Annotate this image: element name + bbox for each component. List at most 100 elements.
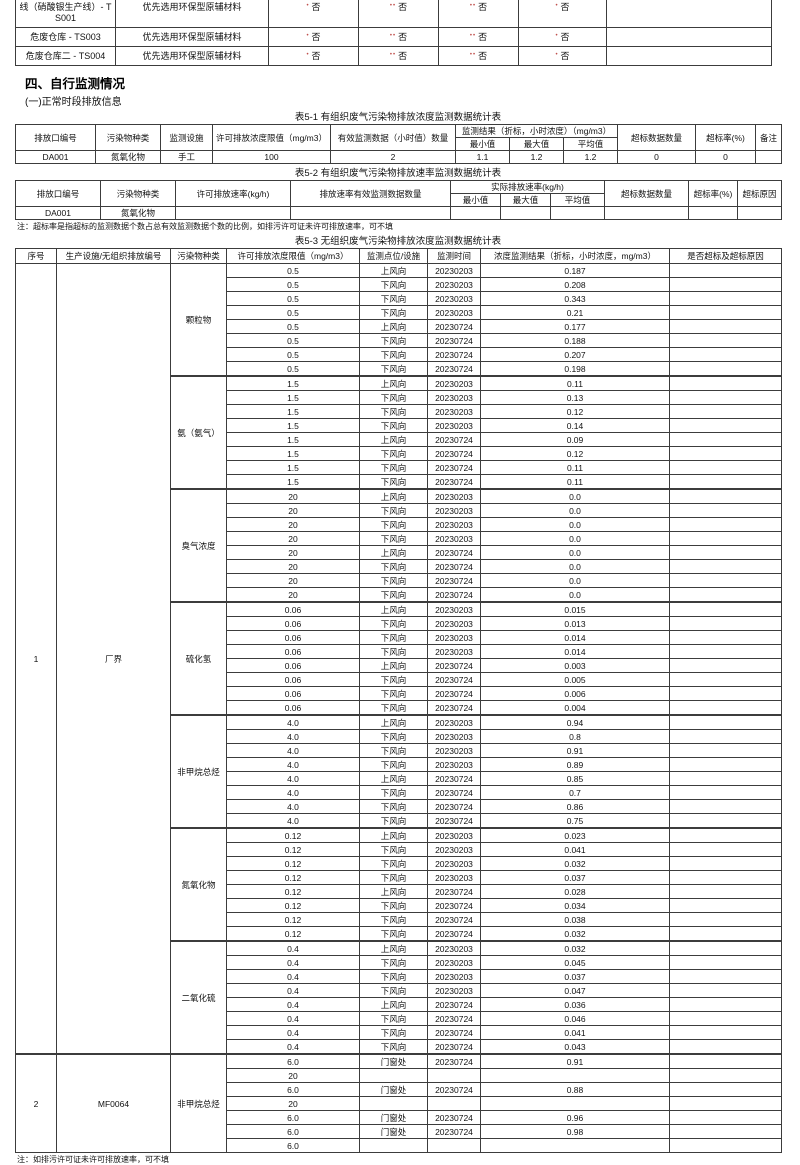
date-cell: 20230724	[427, 559, 481, 574]
position-cell: 下风向	[359, 517, 428, 532]
limit-cell: 0.12	[226, 856, 360, 871]
exceed-cell	[669, 559, 782, 574]
result-cell: 0.0	[480, 545, 670, 560]
limit-cell: 1.5	[226, 432, 360, 447]
t51-header-limit: 许可排放浓度限值（mg/m3）	[212, 124, 331, 151]
table-row: 1.5 下风向 20230203 0.13	[16, 390, 782, 405]
date-cell: 20230203	[427, 940, 481, 956]
position-cell: 下风向	[359, 573, 428, 588]
table-row: 危废仓库二 - TS004 优先选用环保型原辅材料 • 否 •• 否 •• 否 • 否	[15, 46, 772, 66]
t53-header-date: 监测时间	[427, 248, 481, 264]
date-cell: 20230724	[427, 799, 481, 814]
t52-header-exceed-count: 超标数据数量	[604, 180, 690, 207]
table-row: 0.12 下风向 20230203 0.037	[16, 870, 782, 885]
position-cell: 下风向	[359, 672, 428, 687]
result-cell	[480, 1096, 670, 1111]
result-cell: 0.004	[480, 700, 670, 716]
date-cell: 20230203	[427, 503, 481, 518]
position-cell: 下风向	[359, 1011, 428, 1026]
position-cell: 上风向	[359, 319, 428, 334]
limit-cell: 0.12	[226, 827, 360, 843]
t52-header-avg: 平均值	[549, 193, 606, 207]
facility-name-cell: 利用含银废催化剂生产线（硝酸银生产线）- TS001	[15, 0, 116, 28]
date-cell: 20230724	[427, 658, 481, 673]
t53-header-position: 监测点位/设施	[359, 248, 428, 264]
limit-cell: 4.0	[226, 743, 360, 758]
table-row: 2 MF0064 非甲烷总烃 6.0 门窗处 20230724 0.91	[15, 1053, 782, 1153]
table51-organized-concentration: 排放口编号 污染物种类 监测设施 许可排放浓度限值（mg/m3） 有效监测数据（…	[15, 124, 783, 164]
table-row: 20 下风向 20230203 0.0	[16, 503, 782, 518]
result-cell: 0.014	[480, 630, 670, 645]
date-cell: 20230203	[427, 729, 481, 744]
date-cell: 20230724	[427, 997, 481, 1012]
position-cell: 下风向	[359, 757, 428, 772]
position-cell: 门窗处	[359, 1053, 428, 1069]
table-row: 氮氧化物 0.12 上风向 20230203 0.023	[16, 827, 782, 942]
limit-cell: 1.5	[226, 446, 360, 461]
exceed-cell	[669, 799, 782, 814]
table-row: 20 下风向 20230724 0.0	[16, 559, 782, 574]
limit-cell: 0.4	[226, 1039, 360, 1055]
position-cell: 下风向	[359, 1039, 428, 1055]
result-cell: 0.032	[480, 940, 670, 956]
date-cell: 20230203	[427, 856, 481, 871]
result-cell: 0.11	[480, 375, 670, 391]
pollutant-cell: 硫化氢	[170, 601, 227, 716]
exceed-cell	[669, 983, 782, 998]
result-cell: 0.8	[480, 729, 670, 744]
table-row: 0.06 下风向 20230724 0.006	[16, 686, 782, 701]
date-cell: 20230724	[427, 785, 481, 800]
result-cell: 0.21	[480, 305, 670, 320]
exceed-cell	[669, 277, 782, 292]
position-cell: 下风向	[359, 912, 428, 927]
exceed-cell	[669, 672, 782, 687]
result-cell: 0.207	[480, 347, 670, 362]
table53-title: 表5-3 无组织废气污染物排放浓度监测数据统计表	[294, 236, 502, 247]
t52-header-pollutant: 污染物种类	[100, 180, 176, 207]
date-cell: 20230724	[427, 1082, 481, 1097]
date-cell: 20230724	[427, 1039, 481, 1055]
exceed-cell	[669, 700, 782, 716]
answer-text: 否	[478, 32, 488, 42]
position-cell: 下风向	[359, 799, 428, 814]
exceed-cell	[669, 714, 782, 730]
facility-cell: 厂界	[56, 263, 171, 1055]
date-cell: 20230203	[427, 263, 481, 278]
limit-cell: 1.5	[226, 418, 360, 433]
date-cell: 20230203	[427, 404, 481, 419]
exceed-cell	[669, 729, 782, 744]
min-cell: 1.1	[455, 150, 510, 164]
date-cell: 20230724	[427, 926, 481, 942]
date-cell: 20230203	[427, 601, 481, 617]
date-cell: 20230724	[427, 347, 481, 362]
position-cell: 下风向	[359, 842, 428, 857]
table-row: 0.4 上风向 20230724 0.036	[16, 997, 782, 1012]
date-cell: 20230203	[427, 375, 481, 391]
remark-cell	[606, 0, 772, 28]
position-cell: 下风向	[359, 559, 428, 574]
answer-cell: • 否	[268, 46, 359, 66]
date-cell: 20230203	[427, 390, 481, 405]
t52-header-max: 最大值	[500, 193, 551, 207]
position-cell: 下风向	[359, 347, 428, 362]
result-cell: 0.343	[480, 291, 670, 306]
date-cell: 20230203	[427, 714, 481, 730]
result-cell: 0.014	[480, 644, 670, 659]
limit-cell: 6.0	[226, 1138, 360, 1153]
date-cell: 20230724	[427, 813, 481, 829]
result-cell: 0.188	[480, 333, 670, 348]
limit-cell: 0.06	[226, 658, 360, 673]
result-cell: 0.198	[480, 361, 670, 377]
outlet-cell: DA001	[15, 206, 101, 220]
limit-cell: 4.0	[226, 729, 360, 744]
avg-cell: 1.2	[562, 150, 619, 164]
answer-cell: •• 否	[438, 46, 519, 66]
result-cell: 0.94	[480, 714, 670, 730]
table53-note: 注：如排污许可证未许可排放速率，可不填	[17, 1155, 169, 1164]
date-cell: 20230724	[427, 545, 481, 560]
result-cell: 0.034	[480, 898, 670, 913]
position-cell: 下风向	[359, 291, 428, 306]
exceed-cell	[669, 1138, 782, 1153]
exceed-cell	[669, 503, 782, 518]
exceed-cell	[669, 969, 782, 984]
